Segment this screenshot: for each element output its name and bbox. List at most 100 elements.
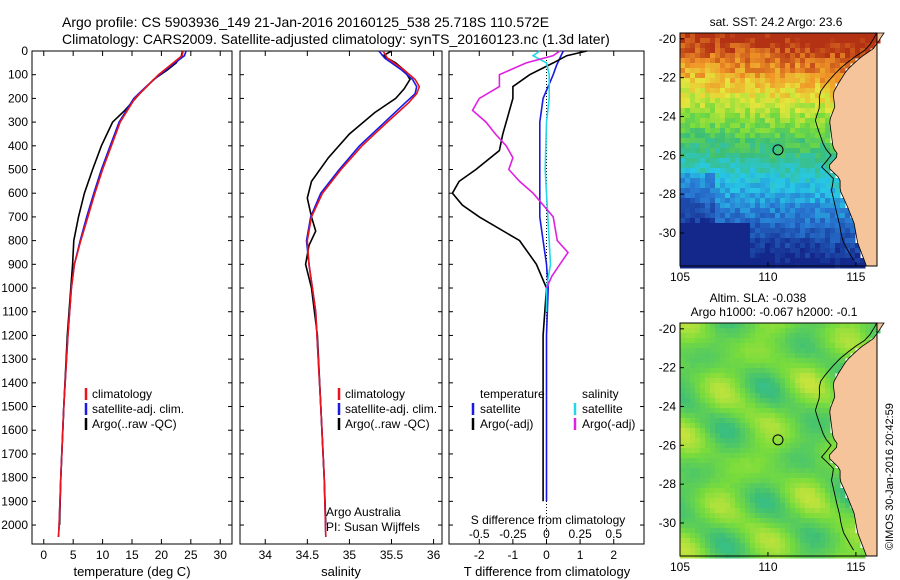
sla-map-cell (685, 508, 691, 514)
sla-map-cell (720, 358, 726, 364)
sst-map-cell (765, 218, 771, 224)
sst-map-cell (685, 58, 691, 64)
sst-map-cell (720, 183, 726, 189)
sst-map-cell (820, 38, 826, 44)
sst-map-cell (710, 33, 716, 39)
sla-map-cell (770, 333, 776, 339)
sst-map-cell (730, 138, 736, 144)
sla-map-cell (785, 378, 791, 384)
sst-map-cell (725, 88, 731, 94)
sla-map-cell (715, 413, 721, 419)
sla-map-cell (720, 383, 726, 389)
sla-map-cell (765, 458, 771, 464)
sst-map-cell (820, 143, 826, 149)
sla-map-cell (685, 518, 691, 524)
sla-map-cell (705, 403, 711, 409)
sst-map-cell (800, 173, 806, 179)
sst-map-cell (685, 238, 691, 244)
sla-map-cell (820, 483, 826, 489)
sla-map-cell (720, 368, 726, 374)
sst-map-cell (730, 123, 736, 129)
sst-map-cell (795, 228, 801, 234)
sst-map-cell (835, 223, 841, 229)
sla-map-cell (790, 438, 796, 444)
sst-map-cell (710, 158, 716, 164)
sla-map-cell (780, 473, 786, 479)
sst-map-cell (755, 218, 761, 224)
sst-map-cell (775, 68, 781, 74)
sst-map-cell (680, 208, 686, 214)
sst-map-cell (815, 53, 821, 59)
sla-map-cell (770, 493, 776, 499)
sla-map-cell (785, 538, 791, 544)
sla-map-cell (815, 373, 821, 379)
sst-map-cell (805, 213, 811, 219)
sst-map-cell (850, 48, 856, 54)
map-y-tick-label: -30 (659, 516, 677, 530)
sst-map-cell (700, 173, 706, 179)
sla-map-cell (785, 543, 791, 549)
sla-map-cell (765, 428, 771, 434)
sla-map-cell (770, 518, 776, 524)
sst-map-cell (680, 78, 686, 84)
sst-map-cell (730, 43, 736, 49)
sst-map-cell (715, 68, 721, 74)
sla-map-cell (750, 478, 756, 484)
sst-map-cell (685, 33, 691, 39)
land-area (829, 32, 885, 267)
sla-map-cell (760, 323, 766, 329)
sla-map-cell (765, 468, 771, 474)
sst-map-cell (760, 103, 766, 109)
y-tick-label: 0 (21, 44, 28, 58)
sst-map-cell (815, 198, 821, 204)
sst-map-cell (730, 198, 736, 204)
sla-map-cell (835, 473, 841, 479)
sla-map-cell (780, 333, 786, 339)
sla-map-cell (775, 383, 781, 389)
sla-map-cell (730, 323, 736, 329)
sst-map-cell (705, 143, 711, 149)
sst-map-cell (795, 58, 801, 64)
sst-map-cell (740, 188, 746, 194)
sla-map-cell (700, 493, 706, 499)
sla-map-cell (680, 468, 686, 474)
sst-map-cell (825, 143, 831, 149)
sla-map-cell (715, 338, 721, 344)
sla-map-cell (700, 488, 706, 494)
sla-map-cell (745, 448, 751, 454)
sst-map-cell (805, 173, 811, 179)
sst-map-cell (710, 233, 716, 239)
sst-map-cell (690, 163, 696, 169)
sla-map-cell (730, 503, 736, 509)
sst-map-cell (730, 253, 736, 259)
sla-map-cell (760, 518, 766, 524)
sst-map-cell (780, 233, 786, 239)
sst-map-cell (730, 173, 736, 179)
sla-map-cell (745, 468, 751, 474)
sla-map-cell (815, 533, 821, 539)
sst-map-cell (745, 203, 751, 209)
sst-map-cell (780, 108, 786, 114)
sla-map-cell (695, 378, 701, 384)
sst-map-cell (825, 103, 831, 109)
sst-map-cell (785, 183, 791, 189)
sst-map-cell (805, 248, 811, 254)
sla-map-cell (685, 488, 691, 494)
sla-map-cell (825, 363, 831, 369)
sla-map-cell (840, 338, 846, 344)
sla-map-cell (780, 418, 786, 424)
sla-map-cell (820, 418, 826, 424)
sla-map-cell (785, 368, 791, 374)
sst-map-cell (780, 188, 786, 194)
sla-map-cell (685, 343, 691, 349)
sla-map-cell (775, 463, 781, 469)
sla-map-cell (865, 338, 871, 344)
sla-map-cell (820, 548, 826, 554)
map-x-tick-label: 110 (758, 270, 777, 284)
sst-map-cell (735, 58, 741, 64)
sla-map-cell (740, 348, 746, 354)
sst-map-cell (820, 173, 826, 179)
sla-map-cell (805, 398, 811, 404)
sst-map-cell (790, 138, 796, 144)
map-x-tick-label: 105 (670, 270, 690, 284)
